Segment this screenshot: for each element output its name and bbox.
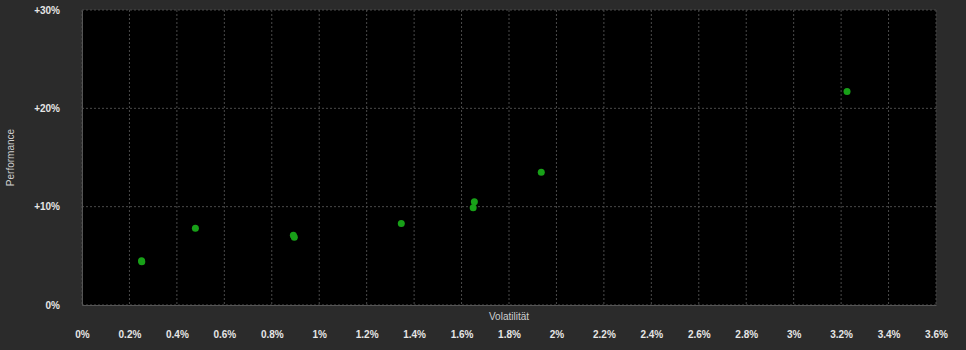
x-tick: 3.4% xyxy=(878,305,901,340)
y-axis-title: Performance xyxy=(5,128,16,186)
grid-line-x xyxy=(82,10,83,305)
x-tick: 1.2% xyxy=(356,305,379,340)
x-tick: 0.6% xyxy=(213,305,236,340)
point xyxy=(138,258,145,265)
y-tick: +20% xyxy=(34,103,82,114)
x-tick: 0.4% xyxy=(166,305,189,340)
x-axis-title: Volatilität xyxy=(489,311,529,322)
grid-line-x xyxy=(936,10,937,305)
chart: 0% 0.2% 0.4% 0.6% 0.8% 1% 1.2% 1.4% 1.6% 1.8% 2% 2.… xyxy=(0,0,966,350)
x-tick-label: 2.2% xyxy=(593,329,616,340)
grid-line-x xyxy=(224,10,225,305)
grid-line-x xyxy=(888,10,889,305)
y-tick-label: +10% xyxy=(34,201,60,212)
x-tick-label: 2% xyxy=(550,329,565,340)
point xyxy=(398,220,405,227)
grid-line-x xyxy=(461,10,462,305)
grid-line-x xyxy=(129,10,130,305)
x-tick: 2.2% xyxy=(593,305,616,340)
grid-line-x xyxy=(366,10,367,305)
x-tick-label: 3.4% xyxy=(878,329,901,340)
x-tick: 2.4% xyxy=(640,305,663,340)
x-tick: 3.2% xyxy=(830,305,853,340)
grid-line-x xyxy=(176,10,177,305)
point xyxy=(844,88,851,95)
x-tick: 0% xyxy=(75,305,90,340)
x-tick-label: 0.4% xyxy=(166,329,189,340)
point xyxy=(138,257,145,264)
grid-line-y xyxy=(82,10,936,11)
y-tick: 0% xyxy=(46,300,82,311)
grid-line-x xyxy=(841,10,842,305)
x-tick: 1.4% xyxy=(403,305,426,340)
x-tick: 1% xyxy=(312,305,327,340)
x-tick-label: 3.2% xyxy=(830,329,853,340)
x-tick-label: 3.6% xyxy=(925,329,948,340)
grid-line-x xyxy=(793,10,794,305)
grid-line-y xyxy=(82,108,936,109)
x-tick-label: 0% xyxy=(75,329,90,340)
y-tick: +30% xyxy=(34,5,82,16)
y-tick-label: +20% xyxy=(34,103,60,114)
point xyxy=(471,198,478,205)
x-tick: 0.8% xyxy=(261,305,284,340)
point xyxy=(192,225,199,232)
grid-line-x xyxy=(698,10,699,305)
x-tick-label: 0.2% xyxy=(119,329,142,340)
grid-line-y xyxy=(82,305,936,306)
x-tick: 2.8% xyxy=(735,305,758,340)
x-tick-label: 2.4% xyxy=(640,329,663,340)
grid-line-x xyxy=(746,10,747,305)
x-tick-label: 1.8% xyxy=(498,329,521,340)
x-tick-label: 0.6% xyxy=(213,329,236,340)
x-tick-label: 1% xyxy=(312,329,327,340)
x-tick-label: 3% xyxy=(787,329,802,340)
x-tick-label: 2.6% xyxy=(688,329,711,340)
x-tick-label: 1.2% xyxy=(356,329,379,340)
plot-area xyxy=(82,10,936,305)
x-tick-label: 2.8% xyxy=(735,329,758,340)
x-tick: 1.6% xyxy=(451,305,474,340)
x-tick-label: 1.4% xyxy=(403,329,426,340)
grid-line-x xyxy=(509,10,510,305)
grid-line-x xyxy=(271,10,272,305)
x-tick: 2% xyxy=(550,305,565,340)
y-tick-label: 0% xyxy=(46,300,61,311)
grid-line-x xyxy=(651,10,652,305)
grid-line-x xyxy=(603,10,604,305)
y-axis-line xyxy=(82,11,83,306)
point xyxy=(291,234,298,241)
x-axis: 0% 0.2% 0.4% 0.6% 0.8% 1% 1.2% 1.4% 1.6% 1.8% 2% 2.… xyxy=(75,305,948,340)
x-tick: 3.6% xyxy=(925,305,948,340)
y-tick-label: +30% xyxy=(34,5,60,16)
y-tick: +10% xyxy=(34,201,82,212)
grid-line-x xyxy=(414,10,415,305)
y-axis: 0% +10% +20% +30% xyxy=(34,5,82,311)
grid-line-x xyxy=(556,10,557,305)
grid xyxy=(82,10,936,305)
x-tick-label: 0.8% xyxy=(261,329,284,340)
x-tick: 3% xyxy=(787,305,802,340)
x-tick: 2.6% xyxy=(688,305,711,340)
point xyxy=(538,169,545,176)
x-tick-label: 1.6% xyxy=(451,329,474,340)
x-axis-line xyxy=(83,305,937,306)
grid-line-x xyxy=(319,10,320,305)
grid-line-y xyxy=(82,206,936,207)
x-tick: 0.2% xyxy=(119,305,142,340)
point xyxy=(470,204,477,211)
points xyxy=(138,88,850,265)
